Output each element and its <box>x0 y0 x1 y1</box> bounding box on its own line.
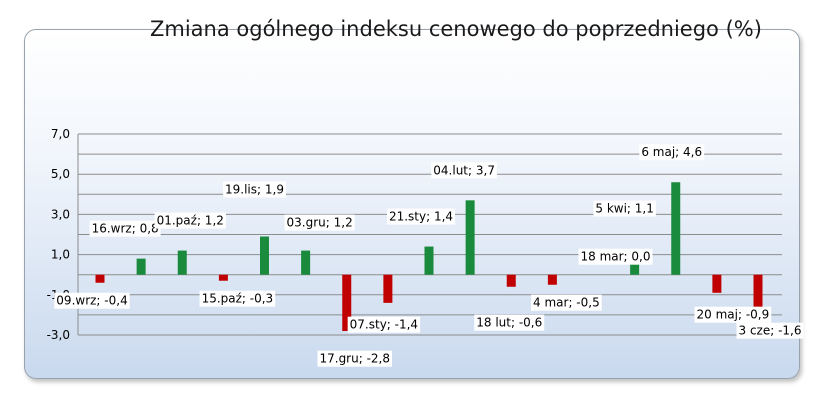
data-label: 19.lis; 1,9 <box>223 181 286 198</box>
data-label-text: 17.gru; -2,8 <box>319 352 390 366</box>
bar <box>218 274 228 281</box>
data-label: 16.wrz; 0,8 <box>89 220 161 237</box>
data-label-box <box>578 248 653 265</box>
data-label-text: 6 maj; 4,6 <box>641 145 702 159</box>
bar <box>712 274 722 293</box>
data-label: 18 lut; -0,6 <box>474 314 545 331</box>
data-label-box <box>199 290 276 307</box>
bar <box>424 246 434 275</box>
data-label-text: 07.sty; -1,4 <box>350 318 418 332</box>
data-label: 03.gru; 1,2 <box>284 214 355 231</box>
chart-title: Zmiana ogólnego indeksu cenowego do popr… <box>150 17 762 41</box>
data-label-box <box>317 350 393 367</box>
data-label-text: 3 cze; -1,6 <box>739 324 802 338</box>
bar <box>301 250 311 275</box>
y-axis-ticks: 7,05,03,01,0-1,0-3,0 <box>47 127 70 342</box>
data-label-box <box>386 208 456 225</box>
bar <box>671 182 681 275</box>
data-label: 17.gru; -2,8 <box>317 350 393 367</box>
y-tick-label: -3,0 <box>47 328 70 342</box>
data-label-box <box>89 220 161 237</box>
data-label: 18 mar; 0,0 <box>578 248 653 265</box>
data-label-box <box>154 212 226 229</box>
data-label-text: 18 lut; -0,6 <box>476 316 542 330</box>
bar <box>177 250 187 275</box>
data-label-text: 15.paź; -0,3 <box>202 292 274 306</box>
y-tick-label: 3,0 <box>51 207 70 221</box>
data-labels: 09.wrz; -0,4 16.wrz; 0,801.paź; 1,2 15.paź… <box>54 144 804 367</box>
data-label: 6 maj; 4,6 <box>639 144 705 161</box>
data-label: 09.wrz; -0,4 <box>54 292 130 309</box>
data-label-text: 5 kwi; 1,1 <box>595 202 654 216</box>
bar <box>383 274 393 303</box>
data-label-text: 21.sty; 1,4 <box>389 210 453 224</box>
data-label-text: 03.gru; 1,2 <box>287 216 353 230</box>
data-label: 04.lut; 3,7 <box>431 162 497 179</box>
data-label-text: 4 mar; -0,5 <box>533 296 600 310</box>
data-label-text: 09.wrz; -0,4 <box>56 294 127 308</box>
data-label-box <box>531 294 602 311</box>
data-label-box <box>694 306 772 323</box>
data-label: 20 maj; -0,9 <box>694 306 772 323</box>
data-label: 07.sty; -1,4 <box>347 316 421 333</box>
data-label: 01.paź; 1,2 <box>154 212 226 229</box>
data-label-box <box>431 162 497 179</box>
bar <box>506 274 516 287</box>
data-label: 5 kwi; 1,1 <box>593 200 656 217</box>
data-label-box <box>284 214 355 231</box>
data-label-box <box>474 314 545 331</box>
data-label-box <box>736 322 804 339</box>
data-label-box <box>639 144 705 161</box>
bar <box>136 258 146 275</box>
bar <box>342 274 352 331</box>
data-label-box <box>223 181 286 198</box>
data-label-text: 01.paź; 1,2 <box>157 214 224 228</box>
bars <box>95 182 763 331</box>
data-label: 3 cze; -1,6 <box>736 322 804 339</box>
bar <box>753 274 763 307</box>
data-label-text: 16.wrz; 0,8 <box>92 222 159 236</box>
data-label-text: 19.lis; 1,9 <box>225 183 284 197</box>
data-label-text: 20 maj; -0,9 <box>697 308 770 322</box>
data-label-box <box>347 316 421 333</box>
bar <box>95 274 105 283</box>
data-label: 4 mar; -0,5 <box>531 294 602 311</box>
y-tick-label: 1,0 <box>51 248 70 262</box>
bar <box>260 236 269 275</box>
data-label-box <box>593 200 656 217</box>
data-label-text: 04.lut; 3,7 <box>433 163 495 177</box>
y-tick-label: 7,0 <box>51 127 70 141</box>
data-label: 21.sty; 1,4 <box>386 208 456 225</box>
bar <box>465 200 475 275</box>
data-label-text: 18 mar; 0,0 <box>580 250 650 264</box>
bar <box>547 274 557 285</box>
data-label-box <box>54 292 130 309</box>
y-tick-label: 5,0 <box>51 167 70 181</box>
data-label: 15.paź; -0,3 <box>199 290 276 307</box>
